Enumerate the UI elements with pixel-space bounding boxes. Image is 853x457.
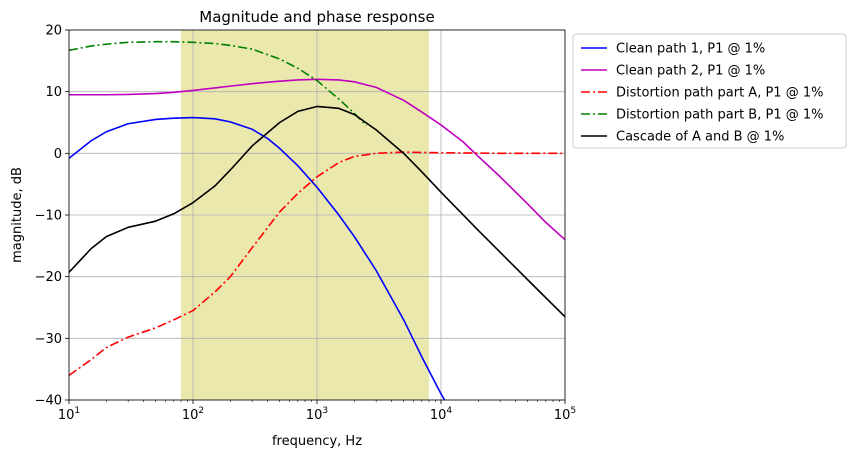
x-tick-label: 104	[430, 406, 453, 423]
series-line-3	[69, 151, 565, 376]
y-tick-label: 20	[45, 24, 62, 39]
y-axis-label: magnitude, dB	[10, 167, 25, 263]
legend: Clean path 1, P1 @ 1% Clean path 2, P1 @ …	[572, 33, 847, 149]
x-tick-label: 101	[58, 406, 80, 423]
series-line-1	[69, 116, 446, 400]
grid-layer	[68, 29, 566, 401]
y-tick-label: −20	[35, 270, 62, 285]
x-axis-label: frequency, Hz	[272, 434, 362, 449]
legend-label-1: Clean path 1, P1 @ 1%	[616, 42, 765, 57]
y-tick-label: 0	[54, 147, 62, 162]
chart-title: Magnitude and phase response	[199, 8, 434, 26]
series-line-4	[69, 40, 367, 127]
legend-label-4: Distortion path part B, P1 @ 1%	[616, 108, 824, 123]
x-tick-label: 103	[306, 406, 328, 423]
legend-frame	[572, 33, 847, 149]
legend-label-3: Distortion path part A, P1 @ 1%	[616, 86, 823, 101]
y-tick-label: −40	[35, 394, 62, 409]
legend-label-5: Cascade of A and B @ 1%	[616, 130, 784, 145]
x-tick-label: 102	[182, 406, 204, 423]
series-line-2	[69, 78, 565, 241]
series-line-5	[69, 105, 565, 318]
x-tick-label: 105	[554, 406, 576, 423]
series-layer	[69, 40, 565, 400]
legend-label-2: Clean path 2, P1 @ 1%	[616, 64, 765, 79]
y-tick-label: −30	[35, 332, 62, 347]
y-tick-label: −10	[35, 209, 62, 224]
y-tick-label: 10	[45, 85, 62, 100]
